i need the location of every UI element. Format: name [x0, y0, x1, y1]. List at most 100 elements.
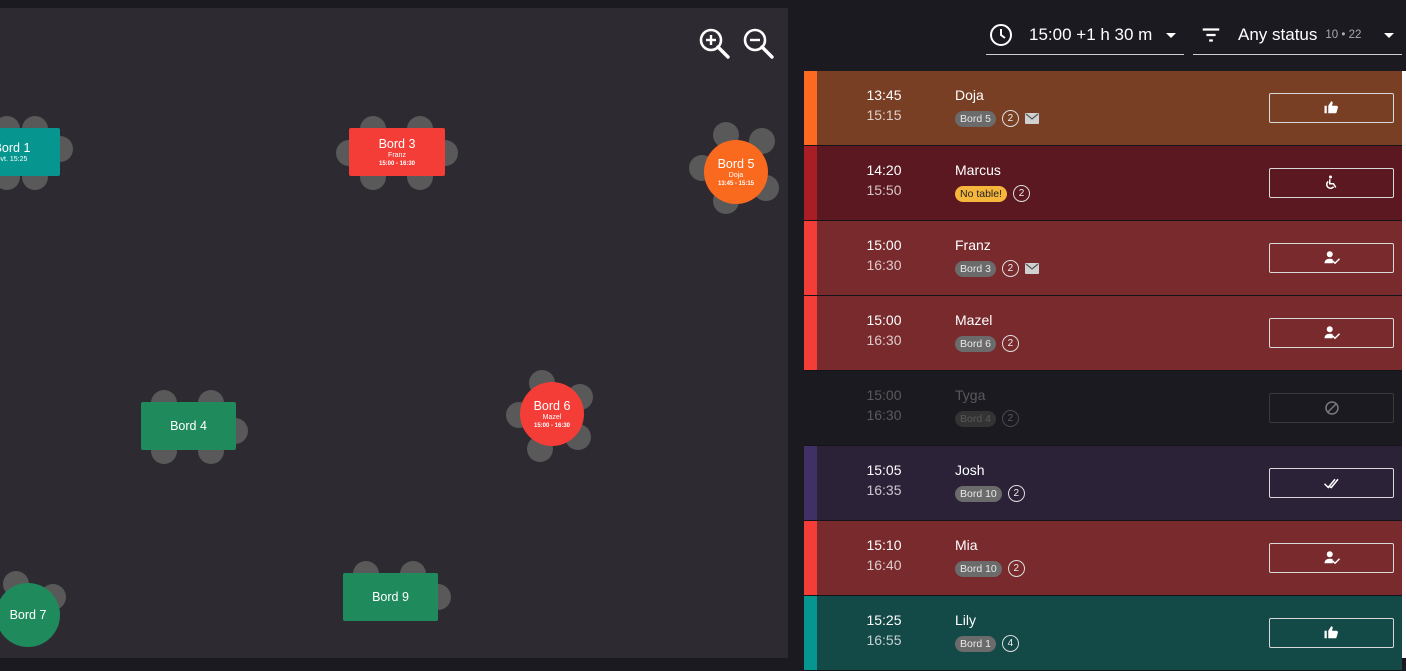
table-guest: Mazel [542, 413, 562, 421]
end-time: 15:50 [866, 182, 902, 198]
table-bord-4[interactable]: Bord 4 [141, 402, 236, 450]
status-stripe [804, 221, 817, 295]
end-time: 16:30 [866, 332, 902, 348]
start-time: 15:00 [866, 387, 902, 403]
person-check-icon [1324, 251, 1340, 265]
status-counts: 10 • 22 [1325, 29, 1362, 41]
table-badge: Bord 5 [955, 110, 996, 127]
table-bord-7[interactable]: Bord 7 [0, 583, 60, 647]
table-name: Bord 1 [0, 140, 31, 155]
mail-icon [1024, 113, 1039, 124]
guest-name: Josh [955, 462, 985, 478]
filter-icon [1202, 28, 1220, 42]
status-stripe [804, 521, 817, 595]
table-bord-1[interactable]: Bord 1ovt. 15:25 [0, 128, 60, 176]
reservation-row[interactable]: 15:00 16:30 Franz Bord 3 2 [804, 221, 1402, 296]
guest-name: Franz [955, 237, 991, 253]
zoom-in-icon[interactable] [697, 26, 731, 60]
status-stripe [804, 296, 817, 370]
guest-name: Marcus [955, 162, 1001, 178]
reservation-row[interactable]: 15:10 16:40 Mia Bord 10 2 [804, 521, 1402, 596]
reservation-meta: Bord 5 2 [955, 110, 1039, 127]
guest-count: 4 [1001, 635, 1019, 652]
thumbs-up-icon [1324, 626, 1338, 639]
table-badge: No table! [955, 185, 1008, 202]
guest-count: 2 [1001, 335, 1019, 352]
table-badge: Bord 1 [955, 635, 996, 652]
mail-icon [1024, 263, 1039, 274]
reservation-row[interactable]: 15:25 16:55 Lily Bord 1 4 [804, 596, 1402, 671]
guest-name: Mazel [955, 312, 993, 328]
time-filter[interactable]: 15:00 +1 h 30 m [986, 16, 1184, 55]
reservation-meta: Bord 3 2 [955, 260, 1039, 277]
start-time: 15:10 [866, 537, 902, 553]
row-action-button[interactable] [1269, 243, 1394, 273]
chevron-down-icon [1166, 33, 1176, 38]
reservation-meta: Bord 6 2 [955, 335, 1019, 352]
guest-count: 2 [1013, 185, 1031, 202]
reservation-meta: No table! 2 [955, 185, 1031, 202]
reservation-row[interactable]: 15:00 16:30 Tyga Bord 4 2 [804, 371, 1402, 446]
row-action-button[interactable] [1269, 93, 1394, 123]
row-action-button[interactable] [1269, 543, 1394, 573]
reservation-row[interactable]: 13:45 15:15 Doja Bord 5 2 [804, 71, 1402, 146]
status-stripe [804, 146, 817, 220]
guest-name: Doja [955, 87, 984, 103]
start-time: 15:05 [866, 462, 902, 478]
table-bord-3[interactable]: Bord 3 Franz 15:00 - 16:30 [349, 128, 445, 176]
table-bord-9[interactable]: Bord 9 [343, 573, 438, 621]
table-name: Bord 4 [170, 419, 207, 433]
reservation-row[interactable]: 14:20 15:50 Marcus No table! 2 [804, 146, 1402, 221]
table-bord-5[interactable]: Bord 5 Doja 13:45 - 15:15 [704, 140, 768, 204]
table-name: Bord 5 [717, 156, 755, 171]
clock-icon [990, 24, 1012, 46]
status-stripe [804, 71, 817, 145]
row-action-button[interactable] [1269, 168, 1394, 198]
scrollbar[interactable] [1402, 71, 1406, 658]
person-check-icon [1324, 551, 1340, 565]
end-time: 16:30 [866, 407, 902, 423]
guest-name: Lily [955, 612, 977, 628]
table-name: Bord 9 [372, 590, 409, 604]
table-badge: Bord 10 [955, 560, 1002, 577]
guest-name: Mia [955, 537, 978, 553]
thumbs-up-icon [1324, 101, 1338, 114]
start-time: 13:45 [866, 87, 902, 103]
row-action-button[interactable] [1269, 618, 1394, 648]
end-time: 16:30 [866, 257, 902, 273]
table-badge: Bord 10 [955, 485, 1002, 502]
table-badge: Bord 6 [955, 335, 996, 352]
reservation-row[interactable]: 15:05 16:35 Josh Bord 10 2 [804, 446, 1402, 521]
status-stripe [804, 371, 817, 445]
row-action-button[interactable] [1269, 468, 1394, 498]
top-strip [0, 0, 788, 8]
chevron-down-icon [1384, 33, 1394, 38]
guest-count: 2 [1001, 110, 1019, 127]
guest-count: 2 [1001, 410, 1019, 427]
reservation-list: 13:45 15:15 Doja Bord 5 2 14:20 15:50 Ma… [804, 71, 1402, 671]
double-check-icon [1323, 478, 1339, 489]
start-time: 15:00 [866, 237, 902, 253]
zoom-out-icon[interactable] [741, 26, 775, 60]
guest-count: 2 [1001, 260, 1019, 277]
status-filter[interactable]: Any status 10 • 22 [1193, 16, 1402, 55]
end-time: 15:15 [866, 107, 902, 123]
reservation-meta: Bord 10 2 [955, 485, 1025, 502]
person-check-icon [1324, 326, 1340, 340]
cancel-icon [1324, 401, 1339, 415]
reservation-meta: Bord 10 2 [955, 560, 1025, 577]
table-name: Bord 6 [533, 398, 571, 413]
reservation-meta: Bord 1 4 [955, 635, 1019, 652]
guest-name: Tyga [955, 387, 986, 403]
start-time: 15:25 [866, 612, 902, 628]
reservation-panel: 15:00 +1 h 30 m Any status 10 • 22 13:45… [788, 0, 1406, 671]
start-time: 15:00 [866, 312, 902, 328]
row-action-button[interactable] [1269, 318, 1394, 348]
time-filter-label: 15:00 +1 h 30 m [1029, 25, 1153, 44]
table-bord-6[interactable]: Bord 6 Mazel 15:00 - 16:30 [520, 382, 584, 446]
table-name: Bord 7 [9, 608, 47, 622]
table-name: Bord 3 [378, 136, 416, 151]
row-action-button[interactable] [1269, 393, 1394, 423]
reservation-row[interactable]: 15:00 16:30 Mazel Bord 6 2 [804, 296, 1402, 371]
